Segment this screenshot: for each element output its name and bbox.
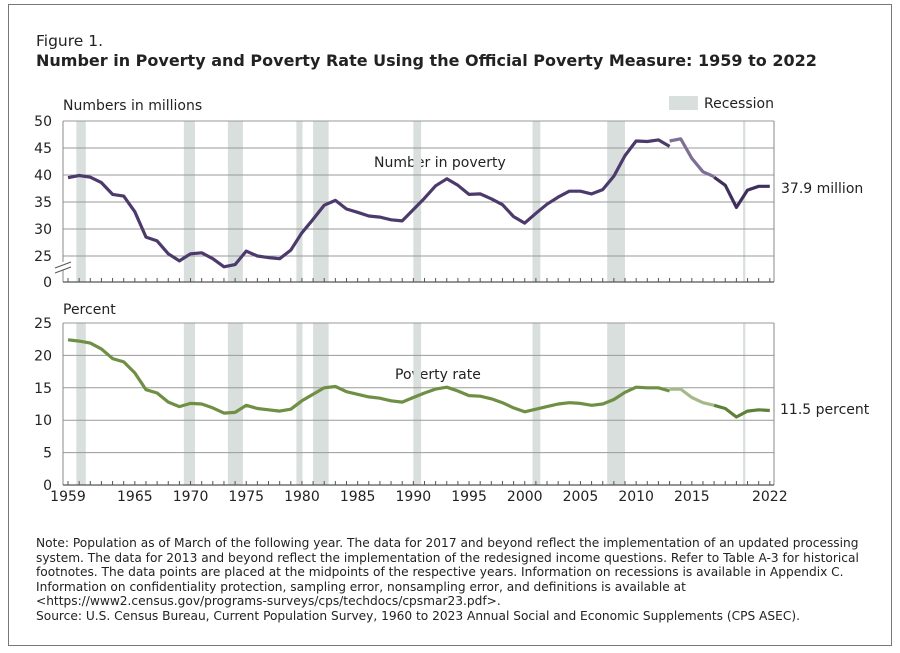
source-line: Source: U.S. Census Bureau, Current Popu… bbox=[36, 608, 800, 623]
series-line-segment bbox=[669, 387, 715, 407]
series-line-segment bbox=[713, 403, 770, 419]
note-line: footnotes. The data points are placed at… bbox=[36, 565, 844, 580]
y-tick-label: 15 bbox=[34, 381, 52, 397]
number-end-label: 37.9 million bbox=[781, 181, 863, 197]
x-tick-label: 2000 bbox=[507, 489, 543, 505]
bottom-ylabel: Percent bbox=[63, 302, 116, 318]
figure-title: Number in Poverty and Poverty Rate Using… bbox=[36, 51, 817, 70]
y-tick-label: 50 bbox=[34, 114, 52, 130]
x-tick-label: 2022 bbox=[752, 489, 788, 505]
recession-band bbox=[76, 323, 86, 485]
note-line: <https://www2.census.gov/programs-survey… bbox=[36, 594, 501, 609]
recession-band bbox=[313, 323, 329, 485]
recession-legend-swatch bbox=[669, 96, 698, 110]
recession-band bbox=[532, 323, 541, 485]
y-tick-label: 10 bbox=[34, 413, 52, 429]
series-line-segment bbox=[713, 175, 770, 209]
y-tick-label: 35 bbox=[34, 195, 52, 211]
y-tick-label: 0 bbox=[43, 275, 52, 291]
y-tick-label: 0 bbox=[43, 478, 52, 494]
rate-end-label: 11.5 percent bbox=[780, 402, 870, 418]
recession-band bbox=[227, 323, 243, 485]
y-tick-label: 45 bbox=[34, 141, 52, 157]
figure-border bbox=[8, 4, 892, 646]
y-tick-label: 5 bbox=[43, 446, 52, 462]
x-tick-label: 1985 bbox=[340, 489, 376, 505]
x-tick-label: 1980 bbox=[284, 489, 320, 505]
recession-band bbox=[607, 323, 625, 485]
series-line-segment bbox=[67, 338, 671, 415]
axis-break-gap bbox=[56, 262, 70, 270]
recession-band bbox=[743, 323, 746, 485]
recession-band bbox=[413, 323, 422, 485]
x-tick-label: 1995 bbox=[451, 489, 487, 505]
rate-series-label: Poverty rate bbox=[395, 367, 481, 383]
series-line-segment bbox=[67, 138, 671, 269]
note-line: Information on confidentiality protectio… bbox=[36, 579, 686, 594]
notes: Note: Population as of March of the foll… bbox=[36, 536, 876, 624]
x-tick-label: 1965 bbox=[117, 489, 153, 505]
note-line: Note: Population as of March of the foll… bbox=[36, 536, 859, 550]
y-tick-label: 20 bbox=[34, 348, 52, 364]
axis-break-mark bbox=[54, 266, 72, 274]
recession-legend-label: Recession bbox=[704, 96, 774, 112]
x-tick-label: 1990 bbox=[396, 489, 432, 505]
top-ylabel: Numbers in millions bbox=[63, 98, 202, 114]
y-tick-label: 40 bbox=[34, 168, 52, 184]
number-series-label: Number in poverty bbox=[374, 155, 506, 171]
x-tick-label: 2010 bbox=[618, 489, 654, 505]
x-tick-label: 1975 bbox=[228, 489, 264, 505]
y-tick-label: 25 bbox=[34, 316, 52, 332]
note-line: system. The data for 2013 and beyond ref… bbox=[36, 550, 859, 565]
x-tick-label: 1959 bbox=[50, 489, 86, 505]
x-tick-label: 2015 bbox=[674, 489, 710, 505]
y-tick-label: 25 bbox=[34, 249, 52, 265]
axis-break-mark bbox=[54, 261, 72, 269]
x-tick-label: 2005 bbox=[563, 489, 599, 505]
figure-label: Figure 1. bbox=[36, 32, 103, 50]
y-tick-label: 30 bbox=[34, 222, 52, 238]
series-line-segment bbox=[669, 137, 715, 179]
x-tick-label: 1970 bbox=[173, 489, 209, 505]
